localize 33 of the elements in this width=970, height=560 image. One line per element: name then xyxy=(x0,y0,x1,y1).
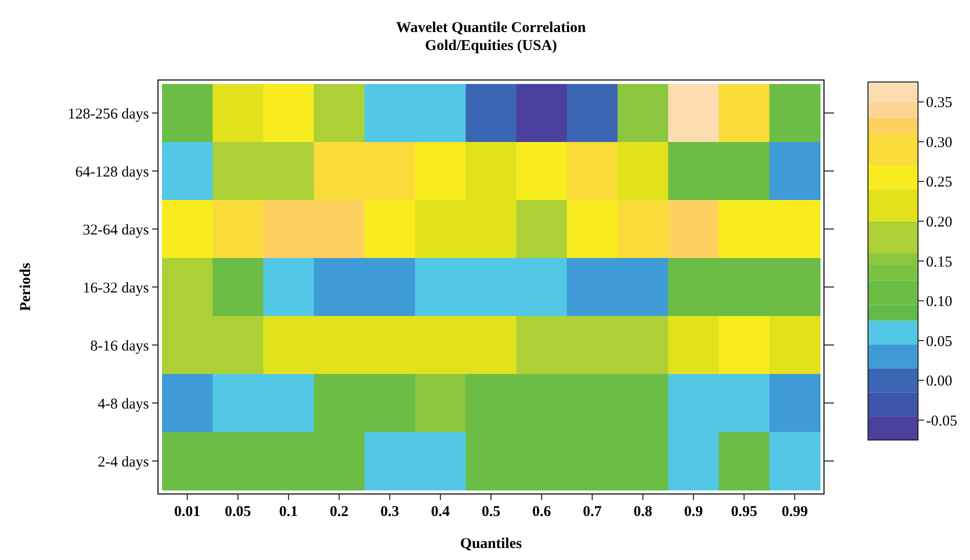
y-axis-title: Periods xyxy=(18,262,34,312)
color-bar-label: 0.00 xyxy=(926,374,952,390)
x-tick-label: 0.8 xyxy=(633,504,652,520)
color-bar-label: 0.30 xyxy=(926,134,952,151)
color-bar-label: 0.10 xyxy=(926,294,952,310)
x-tick-label: 0.95 xyxy=(730,504,758,520)
y-tick-label: 128-256 days xyxy=(68,106,150,122)
y-tick-label: 8-16 days xyxy=(90,338,150,354)
chart-title: Wavelet Quantile Correlation xyxy=(396,20,587,36)
color-bar-label: 0.15 xyxy=(926,254,952,270)
x-tick-label: 0.2 xyxy=(330,504,349,520)
x-tick-label: 0.3 xyxy=(380,504,400,520)
color-bar-label: 0.05 xyxy=(926,334,952,350)
color-bar-label: -0.05 xyxy=(926,413,958,430)
x-tick-label: 0.4 xyxy=(431,504,450,520)
color-bar-label: 0.25 xyxy=(926,174,952,191)
color-bar-label: 0.35 xyxy=(926,95,952,112)
x-tick-label: 0.1 xyxy=(279,504,298,520)
x-tick-label: 0.6 xyxy=(532,504,552,520)
x-tick-label: 0.99 xyxy=(782,504,808,520)
x-tick-label: 0.05 xyxy=(224,504,252,520)
color-bar-label: 0.20 xyxy=(926,214,952,230)
chart-subtitle: Gold/Equities (USA) xyxy=(424,38,558,54)
x-tick-label: 0.5 xyxy=(482,504,500,520)
y-tick-label: 2-4 days xyxy=(98,454,150,470)
y-tick-label: 64-128 days xyxy=(75,164,150,180)
x-tick-label: 0.9 xyxy=(684,504,703,520)
y-tick-label: 32-64 days xyxy=(82,222,150,238)
x-axis-title: Quantiles xyxy=(460,536,522,552)
x-tick-label: 0.7 xyxy=(582,504,602,520)
y-tick-label: 4-8 days xyxy=(98,396,150,412)
y-tick-label: 16-32 days xyxy=(82,280,150,296)
x-tick-label: 0.01 xyxy=(174,504,200,520)
